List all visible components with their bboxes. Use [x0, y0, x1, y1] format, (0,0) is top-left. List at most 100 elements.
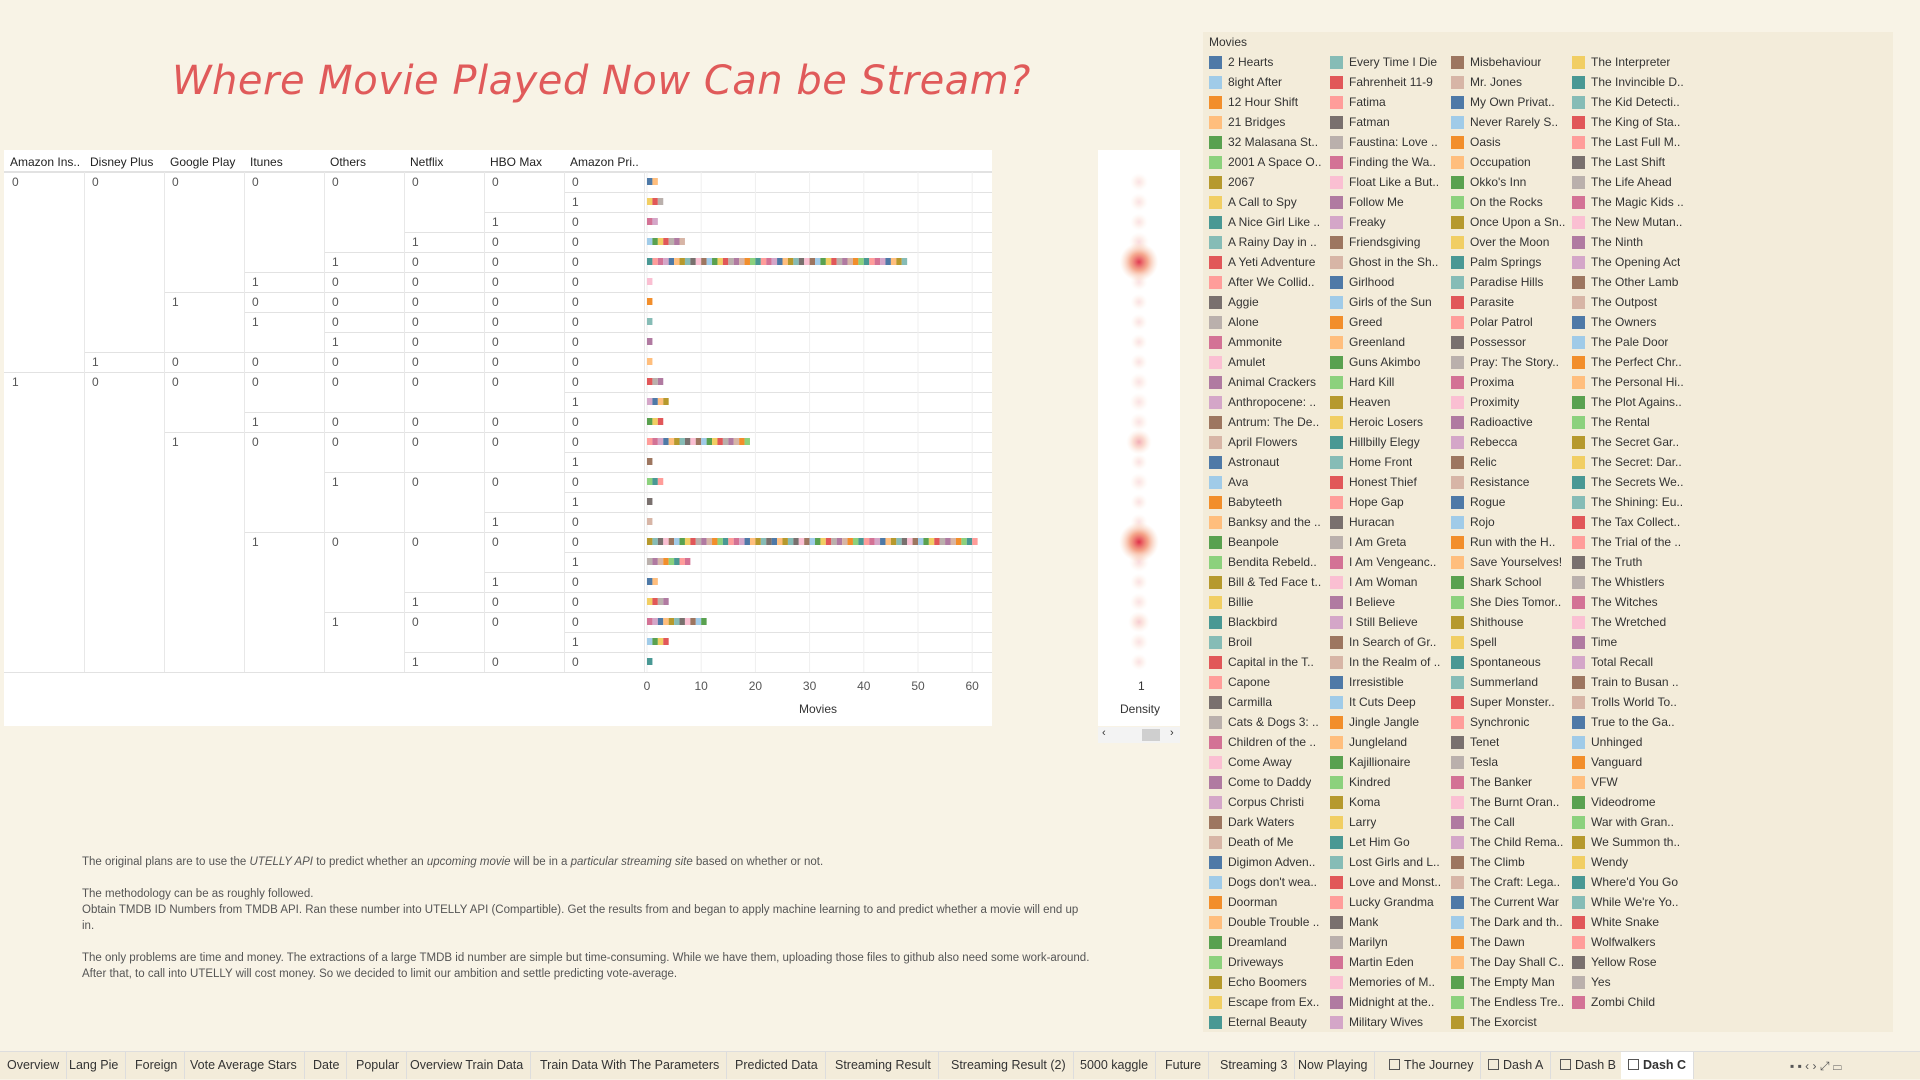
legend-item[interactable]: Bill & Ted Face t..	[1209, 572, 1326, 592]
legend-item[interactable]: The Craft: Lega..	[1451, 872, 1568, 892]
legend-item[interactable]: Alone	[1209, 312, 1326, 332]
legend-item[interactable]: Guns Akimbo	[1330, 352, 1447, 372]
legend-item[interactable]: Jungleland	[1330, 732, 1447, 752]
legend-item[interactable]: Shark School	[1451, 572, 1568, 592]
sheet-tab[interactable]: Popular	[349, 1052, 408, 1079]
legend-item[interactable]: I Believe	[1330, 592, 1447, 612]
legend-item[interactable]: Home Front	[1330, 452, 1447, 472]
column-header[interactable]: Google Play	[170, 155, 236, 169]
legend-item[interactable]: She Dies Tomor..	[1451, 592, 1568, 612]
legend-item[interactable]: The Opening Act	[1572, 252, 1689, 272]
sheet-tab[interactable]: Dash A	[1481, 1052, 1552, 1079]
legend-item[interactable]: Dogs don't wea..	[1209, 872, 1326, 892]
legend-item[interactable]: The Dark and th..	[1451, 912, 1568, 932]
legend-item[interactable]: Midnight at the..	[1330, 992, 1447, 1012]
legend-item[interactable]: The Perfect Chr..	[1572, 352, 1689, 372]
legend-item[interactable]: White Snake	[1572, 912, 1689, 932]
legend-item[interactable]: Videodrome	[1572, 792, 1689, 812]
legend-item[interactable]: Let Him Go	[1330, 832, 1447, 852]
legend-item[interactable]: The Wretched	[1572, 612, 1689, 632]
legend-item[interactable]: Huracan	[1330, 512, 1447, 532]
legend-item[interactable]: VFW	[1572, 772, 1689, 792]
column-header[interactable]: Netflix	[410, 155, 444, 169]
legend-item[interactable]: Pray: The Story..	[1451, 352, 1568, 372]
legend-item[interactable]: 32 Malasana St..	[1209, 132, 1326, 152]
legend-item[interactable]: Koma	[1330, 792, 1447, 812]
sheet-tab[interactable]: Overview Train Data	[403, 1052, 532, 1079]
legend-item[interactable]: The Tax Collect..	[1572, 512, 1689, 532]
legend-item[interactable]: Capital in the T..	[1209, 652, 1326, 672]
legend-item[interactable]: Ammonite	[1209, 332, 1326, 352]
legend-item[interactable]: The Secrets We..	[1572, 472, 1689, 492]
legend-item[interactable]: The Call	[1451, 812, 1568, 832]
legend-item[interactable]: The Kid Detecti..	[1572, 92, 1689, 112]
legend-item[interactable]: The Trial of the ..	[1572, 532, 1689, 552]
sheet-tab[interactable]: 5000 kaggle	[1073, 1052, 1157, 1079]
legend-item[interactable]: Memories of M..	[1330, 972, 1447, 992]
legend-item[interactable]: Dark Waters	[1209, 812, 1326, 832]
legend-item[interactable]: Escape from Ex..	[1209, 992, 1326, 1012]
legend-item[interactable]: Freaky	[1330, 212, 1447, 232]
legend-item[interactable]: Animal Crackers	[1209, 372, 1326, 392]
legend-item[interactable]: Hillbilly Elegy	[1330, 432, 1447, 452]
legend-item[interactable]: I Am Vengeanc..	[1330, 552, 1447, 572]
legend-item[interactable]: Eternal Beauty	[1209, 1012, 1326, 1032]
legend-item[interactable]: Irresistible	[1330, 672, 1447, 692]
sheet-tab[interactable]: Future	[1158, 1052, 1210, 1079]
legend-item[interactable]: Fatima	[1330, 92, 1447, 112]
legend-item[interactable]: Astronaut	[1209, 452, 1326, 472]
legend-item[interactable]: Cats & Dogs 3: ..	[1209, 712, 1326, 732]
sheet-tab[interactable]: Now Playing	[1291, 1052, 1376, 1079]
legend-item[interactable]: The Banker	[1451, 772, 1568, 792]
legend-item[interactable]: The Other Lamb	[1572, 272, 1689, 292]
legend-item[interactable]: Aggie	[1209, 292, 1326, 312]
legend-item[interactable]: Kindred	[1330, 772, 1447, 792]
legend-item[interactable]: We Summon th..	[1572, 832, 1689, 852]
column-header[interactable]: HBO Max	[490, 155, 543, 169]
legend-item[interactable]: A Call to Spy	[1209, 192, 1326, 212]
legend-item[interactable]: Larry	[1330, 812, 1447, 832]
legend-item[interactable]: Dreamland	[1209, 932, 1326, 952]
legend-item[interactable]: Children of the ..	[1209, 732, 1326, 752]
legend-item[interactable]: The Whistlers	[1572, 572, 1689, 592]
legend-item[interactable]: I Am Greta	[1330, 532, 1447, 552]
legend-item[interactable]: The Ninth	[1572, 232, 1689, 252]
legend-item[interactable]: The Rental	[1572, 412, 1689, 432]
legend-item[interactable]: Come Away	[1209, 752, 1326, 772]
legend-item[interactable]: Heroic Losers	[1330, 412, 1447, 432]
legend-item[interactable]: Greed	[1330, 312, 1447, 332]
legend-item[interactable]: Where'd You Go	[1572, 872, 1689, 892]
legend-item[interactable]: The Life Ahead	[1572, 172, 1689, 192]
sheet-tab[interactable]: Dash B	[1553, 1052, 1624, 1079]
legend-item[interactable]: Radioactive	[1451, 412, 1568, 432]
legend-item[interactable]: Faustina: Love ..	[1330, 132, 1447, 152]
legend-item[interactable]: Wolfwalkers	[1572, 932, 1689, 952]
legend-item[interactable]: Rogue	[1451, 492, 1568, 512]
sheet-tab[interactable]: Foreign	[128, 1052, 186, 1079]
legend-item[interactable]: War with Gran..	[1572, 812, 1689, 832]
legend-item[interactable]: The New Mutan..	[1572, 212, 1689, 232]
legend-item[interactable]: Babyteeth	[1209, 492, 1326, 512]
legend-item[interactable]: The Last Full M..	[1572, 132, 1689, 152]
legend-item[interactable]: Amulet	[1209, 352, 1326, 372]
legend-item[interactable]: Paradise Hills	[1451, 272, 1568, 292]
column-header[interactable]: Itunes	[250, 155, 283, 169]
legend-item[interactable]: Over the Moon	[1451, 232, 1568, 252]
legend-item[interactable]: Bendita Rebeld..	[1209, 552, 1326, 572]
legend-item[interactable]: Martin Eden	[1330, 952, 1447, 972]
legend-item[interactable]: Fatman	[1330, 112, 1447, 132]
legend-item[interactable]: Super Monster..	[1451, 692, 1568, 712]
legend-item[interactable]: The King of Sta..	[1572, 112, 1689, 132]
legend-item[interactable]: The Pale Door	[1572, 332, 1689, 352]
legend-item[interactable]: The Truth	[1572, 552, 1689, 572]
legend-item[interactable]: Come to Daddy	[1209, 772, 1326, 792]
legend-item[interactable]: Okko's Inn	[1451, 172, 1568, 192]
legend-item[interactable]: Love and Monst..	[1330, 872, 1447, 892]
legend-item[interactable]: I Am Woman	[1330, 572, 1447, 592]
legend-item[interactable]: Marilyn	[1330, 932, 1447, 952]
legend-item[interactable]: The Empty Man	[1451, 972, 1568, 992]
legend-item[interactable]: Girls of the Sun	[1330, 292, 1447, 312]
legend-item[interactable]: The Secret Gar..	[1572, 432, 1689, 452]
legend-item[interactable]: Rebecca	[1451, 432, 1568, 452]
legend-item[interactable]: Follow Me	[1330, 192, 1447, 212]
